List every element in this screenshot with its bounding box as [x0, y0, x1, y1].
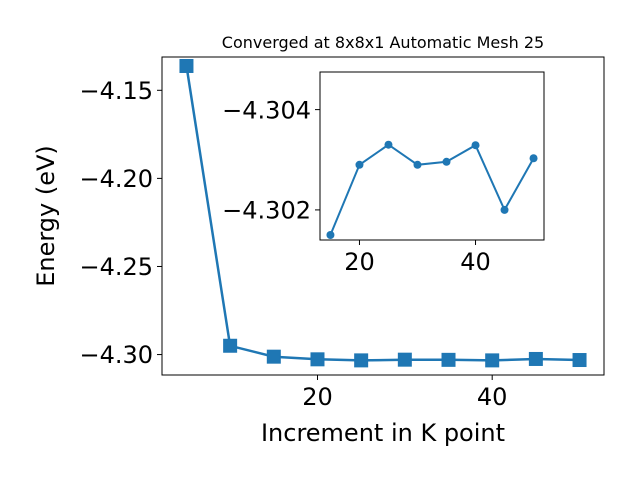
inset-plot-frame — [319, 71, 545, 241]
main-series — [179, 58, 587, 368]
x-axis-title: Increment in K point — [261, 419, 505, 447]
inset-series — [326, 140, 538, 239]
chart-title: Converged at 8x8x1 Automatic Mesh 25 — [222, 33, 544, 52]
main-series-line — [185, 65, 580, 362]
inset-data-point — [471, 141, 480, 150]
main-data-point — [310, 352, 325, 367]
main-x-tick-label: 20 — [302, 383, 333, 411]
main-data-point — [179, 58, 194, 73]
main-y-tick-label: −4.15 — [79, 77, 153, 105]
inset-x-tick-label: 20 — [344, 248, 375, 276]
inset-data-point — [413, 160, 422, 169]
main-data-point — [397, 352, 412, 367]
main-ticks: 20 40 −4.15 −4.20 −4.25 −4.30 — [79, 77, 507, 411]
main-plot-frame — [161, 56, 605, 376]
inset-data-point — [384, 140, 393, 149]
inset-y-tick-label: −4.302 — [222, 197, 311, 225]
y-axis-title: Energy (eV) — [32, 145, 60, 287]
inset-data-point — [529, 154, 538, 163]
inset-series-line — [329, 143, 535, 236]
main-y-tick-label: −4.30 — [79, 341, 153, 369]
inset-data-point — [500, 205, 509, 214]
main-data-point — [528, 351, 543, 366]
main-y-tick-label: −4.25 — [79, 253, 153, 281]
main-data-point — [441, 352, 456, 367]
inset-data-point — [355, 160, 364, 169]
inset-data-point — [326, 230, 335, 239]
main-data-point — [485, 353, 500, 368]
main-data-point — [572, 353, 587, 368]
inset-y-tick-label: −4.304 — [222, 96, 311, 124]
inset-x-tick-label: 40 — [460, 248, 491, 276]
main-x-tick-label: 40 — [477, 383, 508, 411]
main-y-tick-label: −4.20 — [79, 165, 153, 193]
inset-ticks: 20 40 −4.304 −4.302 — [222, 96, 491, 276]
main-data-point — [223, 338, 238, 353]
main-data-point — [354, 353, 369, 368]
main-data-point — [266, 349, 281, 364]
inset-data-point — [442, 157, 451, 166]
